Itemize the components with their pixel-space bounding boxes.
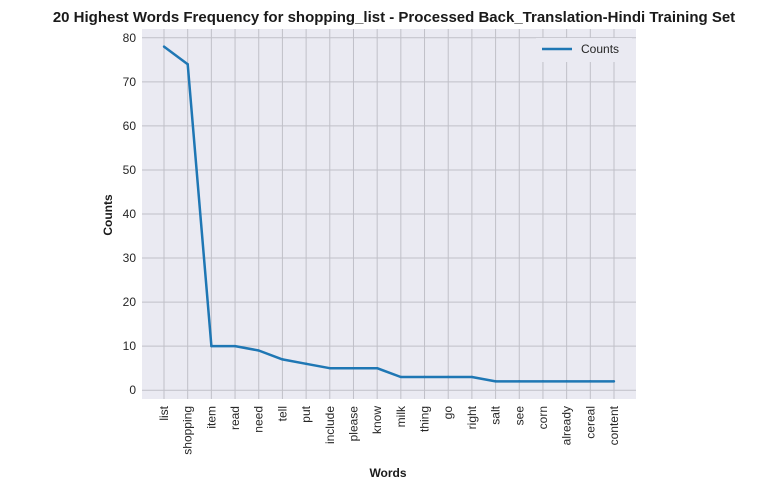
y-tick-label: 20 — [123, 295, 137, 309]
x-tick-label: corn — [536, 406, 550, 429]
data-point — [375, 366, 379, 370]
x-tick-label: salt — [489, 405, 503, 424]
y-tick-label: 50 — [123, 163, 137, 177]
y-axis-label: Counts — [101, 194, 115, 236]
data-point — [494, 380, 497, 383]
x-tick-label: milk — [394, 405, 408, 427]
y-tick-label: 60 — [123, 119, 137, 133]
x-axis-label: Words — [369, 466, 406, 480]
data-point — [328, 366, 331, 370]
x-tick-label: right — [465, 405, 479, 429]
y-tick-label: 0 — [129, 383, 136, 397]
x-tick-label: tell — [275, 406, 289, 421]
legend-label-counts: Counts — [581, 42, 619, 56]
x-tick-label: cereal — [583, 406, 597, 439]
data-point — [423, 375, 426, 379]
data-point — [565, 380, 568, 383]
x-tick-label: put — [299, 405, 313, 422]
y-tick-label: 10 — [123, 339, 137, 353]
y-tick-labels: 0 10 20 30 40 50 60 70 80 — [123, 31, 137, 397]
data-point — [352, 366, 355, 370]
y-tick-label: 70 — [123, 75, 137, 89]
grid-lines — [142, 29, 636, 399]
data-point — [447, 375, 450, 379]
x-tick-label: know — [370, 406, 384, 434]
data-point — [257, 349, 260, 352]
data-point — [612, 380, 616, 383]
data-point — [589, 380, 592, 383]
x-tick-label: need — [252, 406, 266, 433]
y-tick-label: 40 — [123, 207, 137, 221]
x-tick-label: already — [560, 406, 574, 445]
data-point — [186, 63, 189, 66]
x-tick-label: please — [346, 406, 360, 442]
chart-title: 20 Highest Words Frequency for shopping_… — [53, 9, 735, 26]
x-tick-labels: list shopping item read need tell put include pl… — [157, 405, 621, 455]
data-point — [518, 380, 521, 383]
data-point — [541, 380, 545, 383]
data-point — [233, 344, 237, 348]
x-tick-label: read — [228, 406, 242, 430]
x-tick-label: thing — [418, 406, 432, 432]
x-tick-label: list — [157, 405, 171, 420]
series-line-counts — [163, 45, 614, 383]
data-point — [470, 375, 474, 379]
x-tick-label: shopping — [181, 406, 195, 455]
data-point — [162, 45, 166, 48]
x-tick-label: include — [323, 406, 337, 444]
series-layer — [162, 45, 616, 383]
data-point — [304, 362, 308, 365]
x-tick-label: content — [607, 405, 621, 445]
x-tick-label: see — [512, 406, 526, 426]
x-tick-label: item — [204, 406, 218, 429]
x-tick-label: go — [441, 406, 455, 420]
data-point — [399, 375, 403, 379]
y-tick-label: 80 — [123, 31, 137, 45]
legend: Counts — [536, 38, 632, 62]
data-point — [281, 358, 284, 361]
data-point — [210, 344, 213, 348]
y-tick-label: 30 — [123, 251, 137, 265]
